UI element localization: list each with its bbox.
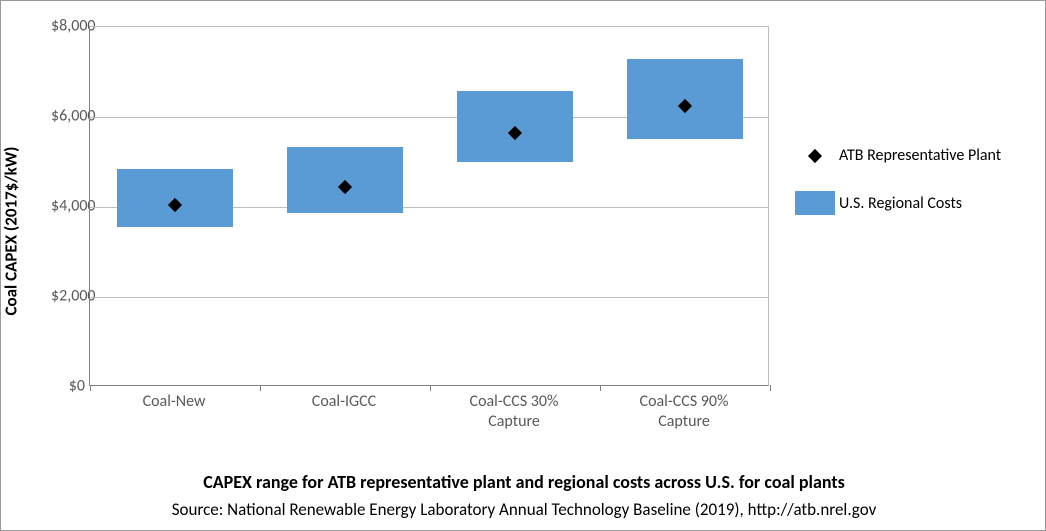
legend: ATB Representative Plant U.S. Regional C… xyxy=(795,146,1045,241)
caption-title: CAPEX range for ATB representative plant… xyxy=(1,471,1046,493)
legend-box-label: U.S. Regional Costs xyxy=(839,194,962,213)
diamond-icon xyxy=(795,151,835,161)
y-tick-label: $2,000 xyxy=(51,287,85,306)
legend-item-box: U.S. Regional Costs xyxy=(795,191,1045,215)
y-tick-label: $6,000 xyxy=(51,107,85,126)
y-tick-label: $8,000 xyxy=(51,17,85,36)
x-tick-mark xyxy=(430,385,431,391)
x-tick-mark xyxy=(90,385,91,391)
x-category-label: Coal-New xyxy=(89,392,259,412)
gridline xyxy=(90,297,768,298)
caption-source: Source: National Renewable Energy Labora… xyxy=(1,499,1046,520)
chart-container: Coal CAPEX (2017$/kW) $0$2,000$4,000$6,0… xyxy=(21,16,1027,446)
legend-point-label: ATB Representative Plant xyxy=(839,146,1001,165)
y-axis-label: Coal CAPEX (2017$/kW) xyxy=(1,147,22,316)
y-tick-label: $0 xyxy=(51,377,85,396)
x-category-label: Coal-IGCC xyxy=(259,392,429,412)
x-tick-mark xyxy=(770,385,771,391)
y-tick-label: $4,000 xyxy=(51,197,85,216)
legend-item-point: ATB Representative Plant xyxy=(795,146,1045,165)
x-tick-mark xyxy=(260,385,261,391)
x-category-label: Coal-CCS 90%Capture xyxy=(599,392,769,432)
plot-area xyxy=(89,26,769,386)
box-icon xyxy=(795,191,835,215)
x-tick-mark xyxy=(600,385,601,391)
x-category-label: Coal-CCS 30%Capture xyxy=(429,392,599,432)
